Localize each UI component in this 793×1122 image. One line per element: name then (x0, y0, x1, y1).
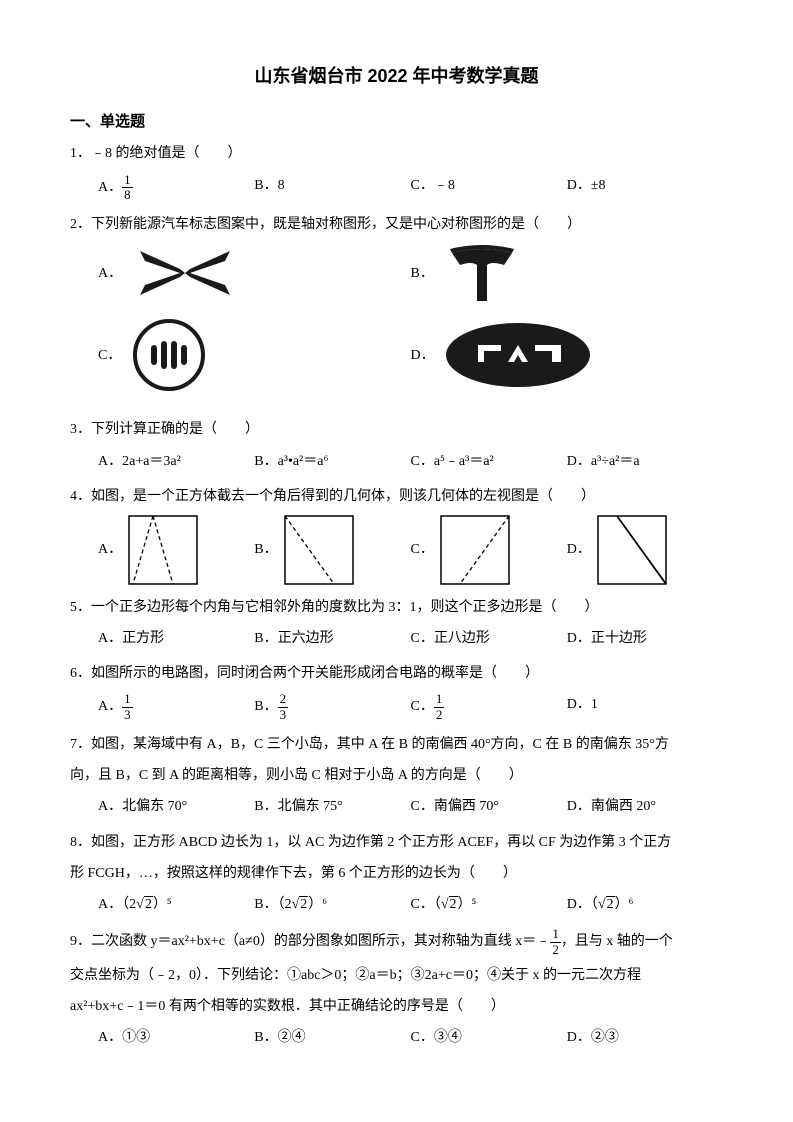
q6-option-d: D．1 (567, 692, 723, 722)
q6-c-label: C． (411, 700, 434, 715)
weltmeister-logo-icon (129, 315, 209, 395)
question-4: 4．如图，是一个正方体截去一个角后得到的几何体，则该几何体的左视图是（ ） A．… (70, 484, 723, 585)
q5-option-b: B．正六边形 (254, 626, 410, 651)
voyah-logo-icon (443, 320, 593, 390)
q4-shape-d-icon (597, 515, 667, 585)
question-8-options: A．（22）⁵ B．（22）⁶ C．（2）⁵ D．（2）⁶ (70, 892, 723, 917)
q6-b-label: B． (254, 700, 277, 715)
q1-a-label: A． (98, 180, 122, 195)
question-3-options: A．2a+a＝3a² B．a³•a²＝a⁶ C．a⁵﹣a³＝a² D．a³÷a²… (70, 449, 723, 474)
question-9-text-l3: ax²+bx+c﹣1＝0 有两个相等的实数根．其中正确结论的序号是（ ） (70, 994, 723, 1019)
question-5-options: A．正方形 B．正六边形 C．正八边形 D．正十边形 (70, 626, 723, 651)
question-8-text-l2: 形 FCGH，…，按照这样的规律作下去，第 6 个正方形的边长为（ ） (70, 861, 723, 886)
q4-shape-b-icon (284, 515, 354, 585)
q2-option-c: C． (98, 315, 411, 395)
q6-a-fraction: 13 (122, 692, 133, 722)
q6-option-a: A．13 (98, 692, 254, 722)
question-4-options: A． B． C． D． (70, 515, 723, 585)
q4-b-label: B． (254, 537, 277, 562)
question-9-text-l2: 交点坐标为（﹣2，0）．下列结论：①abc＞0；②a＝b；③2a+c＝0；④关于… (70, 963, 723, 988)
q4-c-label: C． (411, 537, 434, 562)
question-6-text: 6．如图所示的电路图，同时闭合两个开关能形成闭合电路的概率是（ ） (70, 661, 723, 686)
q2-a-label: A． (98, 261, 122, 286)
question-9-options: A．①③ B．②④ C．③④ D．②③ (70, 1025, 723, 1050)
sqrt-icon: 2 (598, 892, 615, 917)
q5-option-a: A．正方形 (98, 626, 254, 651)
question-2-text: 2．下列新能源汽车标志图案中，既是轴对称图形，又是中心对称图形的是（ ） (70, 212, 723, 237)
q2-option-d: D． (411, 315, 724, 395)
q2-option-b: B． (411, 243, 724, 303)
question-1-text: 1．﹣8 的绝对值是（ ） (70, 141, 723, 166)
xpeng-logo-icon (130, 243, 240, 303)
q9-option-c: C．③④ (411, 1025, 567, 1050)
section-1-header: 一、单选题 (70, 108, 723, 135)
q4-a-label: A． (98, 537, 122, 562)
q4-option-a: A． (98, 515, 254, 585)
q4-option-b: B． (254, 515, 410, 585)
question-5: 5．一个正多边形每个内角与它相邻外角的度数比为 3：1，则这个正多边形是（ ） … (70, 595, 723, 651)
q6-c-fraction: 12 (434, 692, 445, 722)
sqrt-icon: 2 (292, 892, 309, 917)
q3-option-c: C．a⁵﹣a³＝a² (411, 449, 567, 474)
q3-option-b: B．a³•a²＝a⁶ (254, 449, 410, 474)
q7-option-d: D．南偏西 20° (567, 794, 723, 819)
q4-shape-c-icon (440, 515, 510, 585)
q6-option-b: B．23 (254, 692, 410, 722)
q4-shape-a-icon (128, 515, 198, 585)
question-9-text-l1: 9．二次函数 y＝ax²+bx+c（a≠0）的部分图象如图所示，其对称轴为直线 … (70, 927, 723, 957)
question-1: 1．﹣8 的绝对值是（ ） A．18 B．8 C．﹣8 D．±8 (70, 141, 723, 202)
q8-option-d: D．（2）⁶ (567, 892, 723, 917)
q5-option-d: D．正十边形 (567, 626, 723, 651)
q6-a-label: A． (98, 700, 122, 715)
sqrt-icon: 2 (441, 892, 458, 917)
q1-option-a: A．18 (98, 173, 254, 203)
question-7-text-l2: 向，且 B，C 到 A 的距离相等，则小岛 C 相对于小岛 A 的方向是（ ） (70, 763, 723, 788)
question-1-options: A．18 B．8 C．﹣8 D．±8 (70, 173, 723, 203)
question-3: 3．下列计算正确的是（ ） A．2a+a＝3a² B．a³•a²＝a⁶ C．a⁵… (70, 417, 723, 473)
q8-option-b: B．（22）⁶ (254, 892, 410, 917)
q1-option-b: B．8 (254, 173, 410, 203)
tesla-logo-icon (442, 243, 522, 303)
q6-b-fraction: 23 (278, 692, 289, 722)
q9-option-b: B．②④ (254, 1025, 410, 1050)
q1-a-fraction: 18 (122, 173, 133, 203)
question-9: 9．二次函数 y＝ax²+bx+c（a≠0）的部分图象如图所示，其对称轴为直线 … (70, 927, 723, 1050)
question-2: 2．下列新能源汽车标志图案中，既是轴对称图形，又是中心对称图形的是（ ） A． … (70, 212, 723, 407)
question-5-text: 5．一个正多边形每个内角与它相邻外角的度数比为 3：1，则这个正多边形是（ ） (70, 595, 723, 620)
question-8-text-l1: 8．如图，正方形 ABCD 边长为 1，以 AC 为边作第 2 个正方形 ACE… (70, 830, 723, 855)
q7-option-a: A．北偏东 70° (98, 794, 254, 819)
question-4-text: 4．如图，是一个正方体截去一个角后得到的几何体，则该几何体的左视图是（ ） (70, 484, 723, 509)
q3-option-a: A．2a+a＝3a² (98, 449, 254, 474)
q5-option-c: C．正八边形 (411, 626, 567, 651)
question-7: 7．如图，某海域中有 A，B，C 三个小岛，其中 A 在 B 的南偏西 40°方… (70, 732, 723, 820)
q1-option-c: C．﹣8 (411, 173, 567, 203)
q2-c-label: C． (98, 343, 121, 368)
q9-option-a: A．①③ (98, 1025, 254, 1050)
q6-option-c: C．12 (411, 692, 567, 722)
q2-option-a: A． (98, 243, 411, 303)
q1-option-d: D．±8 (567, 173, 723, 203)
q4-option-d: D． (567, 515, 723, 585)
q2-b-label: B． (411, 261, 434, 286)
question-3-text: 3．下列计算正确的是（ ） (70, 417, 723, 442)
q7-option-c: C．南偏西 70° (411, 794, 567, 819)
q4-d-label: D． (567, 537, 591, 562)
question-7-options: A．北偏东 70° B．北偏东 75° C．南偏西 70° D．南偏西 20° (70, 794, 723, 819)
q3-option-d: D．a³÷a²＝a (567, 449, 723, 474)
q4-option-c: C． (411, 515, 567, 585)
question-7-text-l1: 7．如图，某海域中有 A，B，C 三个小岛，其中 A 在 B 的南偏西 40°方… (70, 732, 723, 757)
exam-title: 山东省烟台市 2022 年中考数学真题 (70, 60, 723, 92)
sqrt-icon: 2 (136, 892, 153, 917)
question-8: 8．如图，正方形 ABCD 边长为 1，以 AC 为边作第 2 个正方形 ACE… (70, 830, 723, 918)
q9-fraction: 12 (550, 927, 561, 957)
q8-option-a: A．（22）⁵ (98, 892, 254, 917)
question-6: 6．如图所示的电路图，同时闭合两个开关能形成闭合电路的概率是（ ） A．13 B… (70, 661, 723, 722)
q8-option-c: C．（2）⁵ (411, 892, 567, 917)
question-2-options: A． B． C． D． (70, 243, 723, 407)
q9-option-d: D．②③ (567, 1025, 723, 1050)
question-6-options: A．13 B．23 C．12 D．1 (70, 692, 723, 722)
q7-option-b: B．北偏东 75° (254, 794, 410, 819)
q2-d-label: D． (411, 343, 435, 368)
